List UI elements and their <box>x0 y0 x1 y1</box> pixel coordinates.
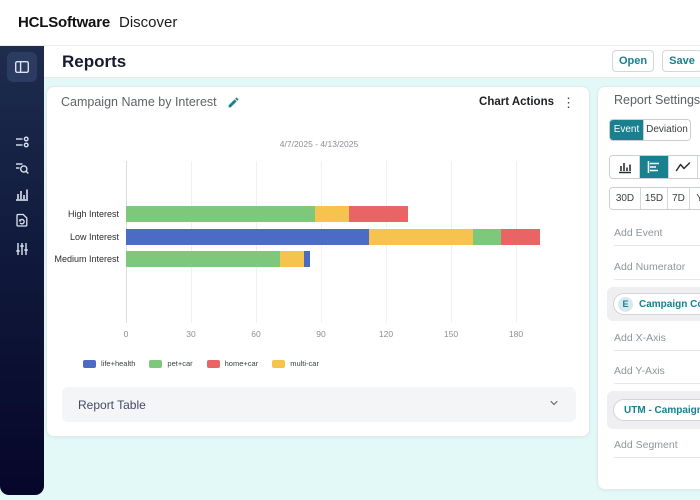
time-range-30d[interactable]: 30D <box>610 188 640 209</box>
horizontal-bar-chart-icon[interactable] <box>639 156 668 178</box>
bar-segment-life+health[interactable] <box>126 228 369 245</box>
report-table-label: Report Table <box>78 397 146 412</box>
add-y-axis-field[interactable]: Add Y-Axis <box>614 365 665 377</box>
bar-segment-pet+car[interactable] <box>126 251 280 267</box>
open-button[interactable]: Open <box>612 50 654 72</box>
filter-sliders-icon[interactable] <box>14 241 30 257</box>
mode-tab-group: Event Deviation <box>609 119 691 141</box>
chart-card-header: Campaign Name by Interest Chart Actions … <box>47 87 589 117</box>
legend-item-multi-car[interactable]: multi-car <box>272 359 319 368</box>
numerator-chip-box: E Campaign Count ⋮ <box>607 287 700 321</box>
search-query-icon[interactable] <box>14 160 30 176</box>
legend-label: pet+car <box>167 359 193 368</box>
chart-date-range: 4/7/2025 - 4/13/2025 <box>279 139 359 149</box>
add-numerator-underline <box>614 279 700 280</box>
report-settings-title: Report Settings <box>614 93 700 107</box>
bar-segment-multi-car[interactable] <box>279 251 304 267</box>
save-button[interactable]: Save <box>662 50 700 72</box>
campaign-count-chip-label: Campaign Count <box>639 298 700 310</box>
tab-event[interactable]: Event <box>610 120 643 140</box>
utm-campaign-chip[interactable]: UTM - Campaign ⋮ <box>613 399 700 421</box>
chart-actions-kebab-icon[interactable]: ⋮ <box>562 94 575 110</box>
pie-chart-icon[interactable] <box>697 156 700 178</box>
bar-row <box>126 251 311 267</box>
x-axis-tick-label: 150 <box>443 329 459 339</box>
legend-label: home+car <box>224 359 259 368</box>
legend-label: multi-car <box>290 359 319 368</box>
event-badge: E <box>618 296 633 312</box>
bar-segment-multi-car[interactable] <box>368 228 473 245</box>
bar-row <box>126 206 408 222</box>
time-range-15d[interactable]: 15D <box>640 188 667 209</box>
bar-segment-multi-car[interactable] <box>314 206 350 222</box>
bar-row <box>126 228 540 245</box>
session-replay-icon[interactable] <box>14 212 30 228</box>
chart-card: Campaign Name by Interest Chart Actions … <box>46 86 590 437</box>
tab-deviation[interactable]: Deviation <box>643 120 690 140</box>
time-range-group: 30D15D7DYear <box>609 187 700 210</box>
logo-hcl: HCL <box>18 14 49 31</box>
hcl-software-logo: HCLSoftware <box>18 14 110 31</box>
add-segment-underline <box>614 457 700 458</box>
product-name: Discover <box>118 14 178 31</box>
time-range-7d[interactable]: 7D <box>667 188 689 209</box>
chart-type-group <box>609 155 700 179</box>
segments-icon[interactable] <box>14 134 30 150</box>
chevron-down-icon <box>548 396 560 414</box>
x-axis-tick-label: 60 <box>251 329 261 339</box>
bar-segment-home+car[interactable] <box>349 206 408 222</box>
vertical-bar-chart-icon[interactable] <box>610 156 639 178</box>
report-table-toggle[interactable]: Report Table <box>62 387 576 422</box>
edit-title-icon[interactable] <box>227 96 240 109</box>
add-x-axis-underline <box>614 350 700 351</box>
legend-item-home+car[interactable]: home+car <box>206 359 259 368</box>
sidebar-item-dashboard-selected[interactable] <box>7 52 37 82</box>
category-label: Low Interest <box>69 231 119 242</box>
x-axis-tick-label: 120 <box>378 329 394 339</box>
legend-swatch <box>83 359 96 368</box>
bar-segment-pet+car[interactable] <box>472 228 501 245</box>
page-title: Reports <box>62 52 127 71</box>
chart-actions-label: Chart Actions <box>479 96 554 108</box>
legend-item-pet+car[interactable]: pet+car <box>149 359 193 368</box>
reports-toolbar: Reports Open Save <box>44 46 700 78</box>
bar-segment-pet+car[interactable] <box>126 206 315 222</box>
category-label: Medium Interest <box>54 254 119 264</box>
line-chart-icon[interactable] <box>668 156 697 178</box>
add-numerator-field[interactable]: Add Numerator <box>614 261 686 273</box>
add-event-field[interactable]: Add Event <box>614 227 663 239</box>
report-settings-panel: Report Settings Event Deviation 30D 15D 7D… <box>597 86 700 490</box>
bar-chart-icon[interactable] <box>14 186 30 202</box>
chart-title: Campaign Name by Interest <box>61 95 217 109</box>
legend-item-life+health[interactable]: life+health <box>83 359 135 368</box>
bar-segment-life+health[interactable] <box>303 251 311 267</box>
app-header: HCLSoftware Discover <box>0 0 700 46</box>
legend-swatch <box>206 359 220 368</box>
legend-swatch <box>272 359 286 368</box>
time-range-year[interactable]: Year <box>689 188 700 209</box>
utm-campaign-chip-label: UTM - Campaign <box>624 404 700 416</box>
logo-software: Software <box>48 14 110 31</box>
add-segment-field[interactable]: Add Segment <box>614 439 678 451</box>
x-axis-tick-label: 30 <box>186 329 196 339</box>
legend-label: life+health <box>101 359 136 368</box>
x-axis-tick-label: 90 <box>316 329 326 339</box>
add-event-underline <box>614 245 700 246</box>
legend-swatch <box>149 359 163 368</box>
x-axis-tick-label: 180 <box>508 329 524 339</box>
chart-legend: life+health pet+car home+car multi-car <box>83 359 319 368</box>
add-y-axis-underline <box>614 383 700 384</box>
bar-segment-home+car[interactable] <box>500 228 540 245</box>
x-axis-tick-label: 0 <box>123 329 129 339</box>
add-x-axis-field[interactable]: Add X-Axis <box>614 332 666 344</box>
dashboard-icon[interactable] <box>14 59 30 75</box>
category-label: High Interest <box>67 209 119 219</box>
plot-area: 0 30 60 90 120 150 180 High Interest Low Interes… <box>54 161 584 339</box>
campaign-count-chip[interactable]: E Campaign Count ⋮ <box>613 293 700 315</box>
y-axis-chip-box: UTM - Campaign ⋮ <box>607 391 700 429</box>
sidebar-nav <box>0 46 44 495</box>
